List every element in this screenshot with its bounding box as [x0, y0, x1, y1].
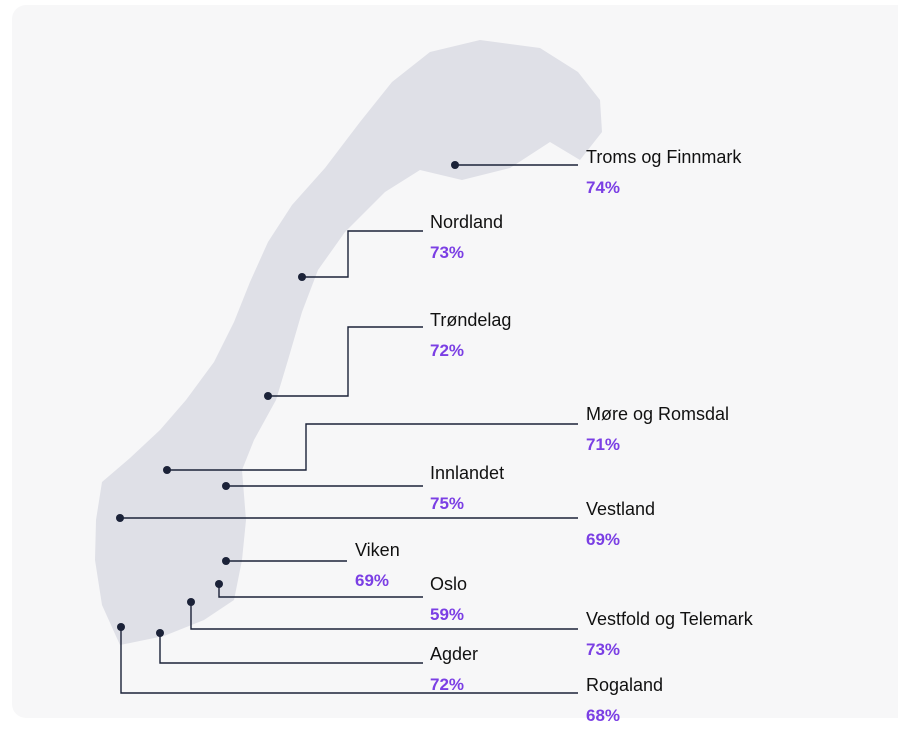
- region-name: Vestfold og Telemark: [586, 609, 754, 629]
- leader-line: [120, 627, 578, 694]
- region-name: Møre og Romsdal: [586, 404, 729, 424]
- region-name: Nordland: [430, 212, 503, 232]
- location-dot: [222, 557, 230, 565]
- region-name: Agder: [430, 644, 478, 664]
- location-dot: [163, 466, 171, 474]
- location-dot: [187, 598, 195, 606]
- location-dot: [264, 392, 272, 400]
- leader-line: [190, 602, 578, 630]
- region-value: 72%: [430, 341, 464, 360]
- region-name: Viken: [355, 540, 400, 560]
- location-dot: [298, 273, 306, 281]
- region-name: Rogaland: [586, 675, 663, 695]
- region-value: 69%: [355, 571, 389, 590]
- region-value: 73%: [586, 640, 620, 659]
- region-name: Trøndelag: [430, 310, 511, 330]
- leader-line: [159, 633, 423, 664]
- region-value: 72%: [430, 675, 464, 694]
- region-value: 73%: [430, 243, 464, 262]
- location-dot: [451, 161, 459, 169]
- location-dot: [116, 514, 124, 522]
- region-name: Oslo: [430, 574, 467, 594]
- location-dot: [215, 580, 223, 588]
- region-value: 75%: [430, 494, 464, 513]
- leader-line: [167, 423, 578, 471]
- region-value: 71%: [586, 435, 620, 454]
- norway-map: [95, 40, 602, 645]
- leader-line: [302, 230, 423, 278]
- region-value: 59%: [430, 605, 464, 624]
- leader-line: [268, 326, 423, 397]
- region-name: Vestland: [586, 499, 655, 519]
- region-value: 69%: [586, 530, 620, 549]
- location-dot: [156, 629, 164, 637]
- region-value: 68%: [586, 706, 620, 725]
- leader-line: [218, 584, 423, 598]
- region-name: Innlandet: [430, 463, 504, 483]
- region-value: 74%: [586, 178, 620, 197]
- location-dot: [222, 482, 230, 490]
- location-dot: [117, 623, 125, 631]
- region-name: Troms og Finnmark: [586, 147, 742, 167]
